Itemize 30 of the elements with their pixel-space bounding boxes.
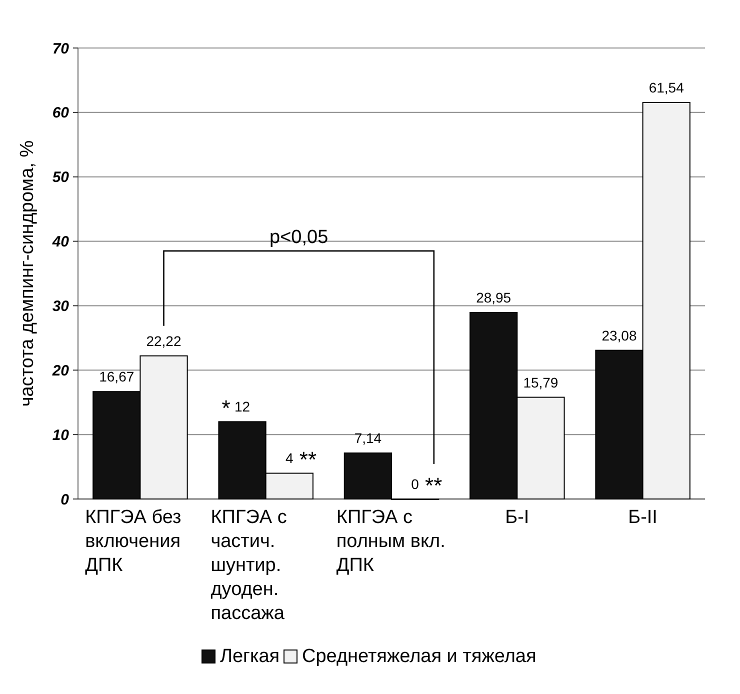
data-label: 23,08 — [602, 327, 637, 344]
x-tick-label: КПГЭА с частич. шунтир. дуоден. пассажа — [210, 507, 287, 624]
y-tick-label: 70 — [52, 40, 70, 58]
legend-label: Легкая — [220, 646, 280, 667]
y-tick-label: 0 — [60, 491, 70, 508]
data-label: 12 — [234, 398, 250, 415]
data-label: 4 — [286, 450, 294, 466]
annotation: * — [222, 396, 231, 421]
data-label: 16,67 — [99, 368, 134, 385]
y-tick-label: 10 — [52, 426, 70, 444]
data-label: 22,22 — [146, 332, 182, 349]
y-tick-label: 20 — [51, 362, 70, 380]
x-tick-label: КПГЭА с полным вкл. ДПК — [336, 507, 446, 576]
y-axis-title: частота демпинг-синдрома, % — [17, 140, 38, 407]
y-tick-label: 60 — [52, 104, 70, 122]
x-tick-label: Б-I — [505, 507, 530, 528]
y-tick-label: 50 — [52, 169, 70, 186]
annotation: ** — [299, 447, 317, 472]
x-tick-label: КПГЭА без включения ДПК — [85, 507, 182, 576]
x-tick-label: Б-II — [628, 507, 658, 528]
data-label: 28,95 — [476, 289, 512, 306]
data-label: 7,14 — [354, 430, 382, 446]
annotation: p<0,05 — [270, 226, 328, 248]
legend-label: Среднетяжелая и тяжелая — [302, 646, 536, 667]
annotation: ** — [425, 473, 443, 498]
data-label: 61,54 — [648, 80, 684, 96]
data-label: 15,79 — [523, 374, 558, 390]
y-tick-label: 30 — [52, 298, 70, 315]
y-tick-label: 40 — [51, 234, 70, 251]
data-label: 0 — [411, 476, 420, 492]
